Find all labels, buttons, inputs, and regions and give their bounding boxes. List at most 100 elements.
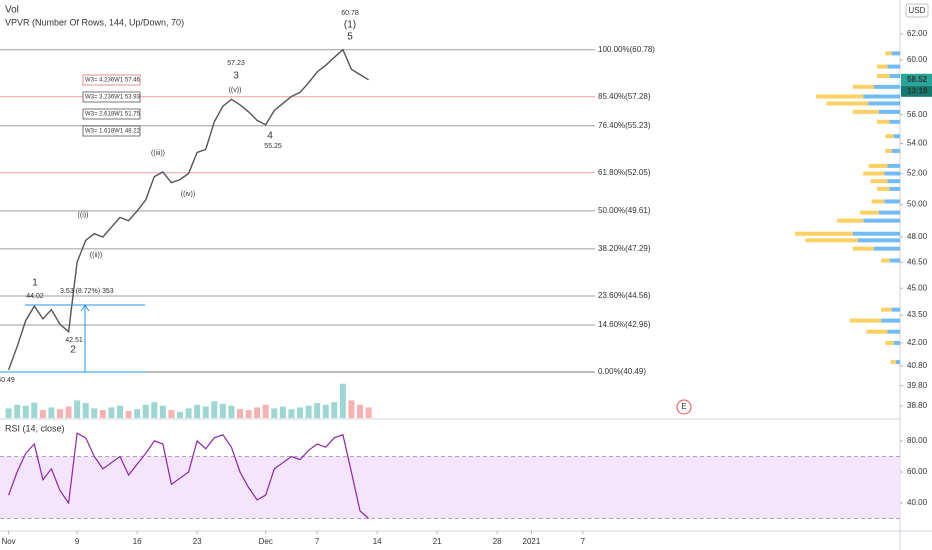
x-tick-label: 16 (133, 537, 142, 546)
vpvr-down (837, 218, 864, 223)
rsi-band (0, 456, 900, 519)
target-box (82, 91, 141, 103)
y-tick-label: 40.80 (907, 361, 928, 370)
volume-bar (74, 400, 81, 418)
vpvr-down (852, 109, 879, 114)
vpvr-up (891, 51, 900, 56)
volume-bar (288, 409, 295, 418)
vpvr-up (889, 73, 900, 78)
wave-label: 57.23 (227, 60, 245, 67)
vpvr-up (889, 186, 900, 191)
vpvr-down (881, 258, 890, 263)
fib-label: 76.40%(55.23) (598, 121, 651, 130)
y-tick-label: 39.80 (907, 381, 928, 390)
x-tick-label: 28 (493, 537, 502, 546)
volume-bar (177, 411, 183, 418)
price-line (7, 48, 369, 371)
volume-bar (151, 402, 158, 418)
wave-label: ((iv)) (181, 191, 195, 198)
x-tick-label: 23 (193, 537, 202, 546)
wave-label: 4 (267, 131, 273, 142)
volume-bar (39, 410, 46, 418)
volume-bar (57, 409, 63, 418)
volume-bar (254, 407, 261, 418)
volume-bar (357, 404, 363, 418)
target-box (82, 74, 141, 86)
vpvr-down (795, 231, 853, 236)
currency-box[interactable] (905, 3, 929, 18)
x-tick-label: 2021 (523, 537, 541, 546)
wave-label: 55.25 (264, 143, 282, 150)
target-label: W3= 1.618W1 48.22 (85, 129, 141, 135)
vpvr-down (852, 84, 874, 89)
y-tick-label: 52.00 (907, 169, 928, 178)
volume-bar (22, 405, 29, 418)
vpvr-up (881, 318, 900, 323)
y-tick-label: 54.00 (907, 139, 928, 148)
vpvr-down (816, 94, 864, 99)
countdown-box (901, 85, 932, 97)
rsi-title: RSI (14, close) (5, 423, 65, 433)
vpvr-down (881, 307, 892, 312)
volume-bar (91, 408, 98, 418)
vpvr-down (826, 101, 869, 106)
volume-bar (99, 410, 106, 418)
target-box (82, 108, 141, 120)
volume-bar (228, 405, 235, 418)
event-marker (676, 399, 692, 415)
rsi-tick-label: 40.00 (907, 498, 928, 507)
vpvr-up (893, 340, 900, 345)
vpvr-down (870, 179, 888, 184)
wave-label: 42.51 (65, 337, 83, 344)
volume-bar (237, 409, 243, 418)
volume-bar (279, 406, 286, 418)
wave-label: 40.49 (0, 377, 15, 384)
wave-label: 5 (347, 32, 353, 43)
volume-bar (339, 383, 346, 418)
countdown: 13:18 (907, 86, 928, 95)
volume-bar (322, 404, 329, 418)
y-tick-label: 50.00 (907, 200, 928, 209)
y-tick-label: 62.00 (907, 29, 928, 38)
y-tick-label: 56.00 (907, 110, 928, 119)
vpvr-down (871, 199, 885, 204)
volume-bar (31, 402, 38, 418)
vpvr-up (852, 231, 900, 236)
y-tick-label: 45.00 (907, 283, 928, 292)
volume-bar (48, 407, 55, 418)
volume-bar (194, 404, 201, 418)
volume-bar (202, 406, 209, 418)
volume-bar (82, 403, 89, 418)
x-tick-label: 9 (75, 537, 80, 546)
volume-bar (117, 405, 123, 418)
rsi-line (8, 432, 370, 519)
currency[interactable]: USD (909, 6, 926, 15)
measure-arrowhead (80, 304, 90, 312)
last-price: 58.52 (907, 75, 928, 84)
x-tick-label: 7 (581, 537, 586, 546)
vpvr-up (858, 238, 900, 243)
wave-label: (1) (344, 20, 356, 31)
x-tick-label: Nov (1, 537, 15, 546)
vpvr-up (891, 148, 900, 153)
volume-bar (297, 407, 303, 418)
vpvr-down (885, 134, 894, 139)
rsi-tick-label: 80.00 (907, 436, 928, 445)
volume-bar (185, 408, 192, 418)
volume-bar (271, 408, 278, 418)
last-price-box (901, 73, 932, 86)
fib-label: 23.60%(44.56) (598, 291, 651, 300)
vpvr-down (885, 340, 894, 345)
volume-bar (14, 404, 21, 418)
vpvr-down (849, 318, 882, 323)
vpvr-up (887, 64, 900, 69)
fib-label: 85.40%(57.28) (598, 92, 651, 101)
wave-label: ((ii)) (90, 252, 102, 259)
vpvr-down (876, 186, 890, 191)
volume-bar (314, 403, 321, 418)
vpvr-down (876, 73, 890, 78)
volume-bar (108, 407, 115, 418)
measure-label: 3.53 (8.72%) 353 (60, 288, 114, 295)
vpvr-down (885, 148, 892, 153)
